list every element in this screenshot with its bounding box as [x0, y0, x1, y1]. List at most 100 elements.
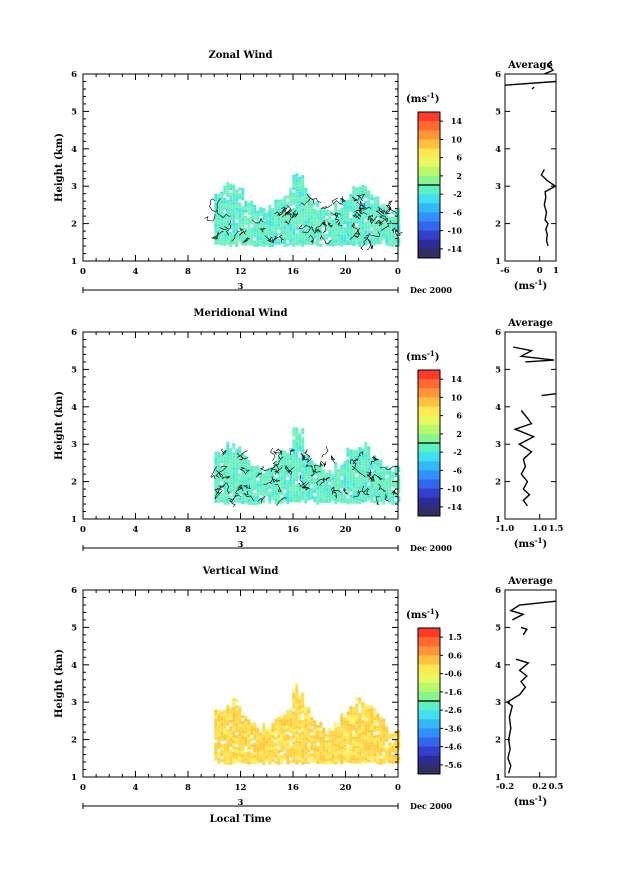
- heatmap-cell: [250, 206, 254, 210]
- heatmap-cell: [280, 455, 284, 459]
- heatmap-cell: [214, 751, 218, 755]
- heatmap-cell: [367, 467, 371, 471]
- contour-line: [320, 204, 332, 210]
- heatmap-cell: [253, 761, 257, 764]
- heatmap-cell: [373, 482, 377, 486]
- heatmap-cell: [388, 476, 392, 480]
- heatmap-cell: [391, 760, 395, 764]
- heatmap-cell: [295, 439, 299, 443]
- heatmap-cell: [307, 728, 311, 732]
- heatmap-cell: [307, 226, 311, 230]
- colorbar-label: 6: [456, 153, 462, 163]
- contour-line: [310, 470, 321, 477]
- heatmap-cell: [373, 200, 377, 204]
- heatmap-cell: [295, 463, 299, 467]
- contour-line: [243, 484, 251, 490]
- heatmap-cell: [226, 211, 230, 215]
- heatmap-cell: [274, 498, 278, 502]
- heatmap-cell: [349, 482, 353, 486]
- colorbar-swatch: [418, 479, 440, 490]
- heatmap-cell: [235, 192, 239, 196]
- heatmap-cell: [229, 725, 233, 729]
- heatmap-cell: [283, 456, 287, 460]
- heatmap-cell: [220, 723, 224, 727]
- heatmap-cell: [286, 453, 290, 456]
- heatmap-cell: [295, 427, 299, 431]
- heatmap-cell: [361, 708, 365, 712]
- heatmap-cell: [370, 759, 374, 763]
- heatmap-cell: [397, 736, 401, 740]
- heatmap-cell: [397, 499, 401, 503]
- heatmap-cell: [370, 747, 374, 751]
- heatmap-cell: [379, 495, 383, 499]
- heatmap-cell: [298, 442, 302, 446]
- heatmap-cell: [271, 750, 275, 754]
- heatmap-cell: [238, 497, 242, 501]
- heatmap-cell: [337, 735, 341, 739]
- heatmap-cell: [301, 752, 305, 756]
- heatmap-cell: [385, 496, 389, 499]
- heatmap-cell: [274, 223, 278, 227]
- heatmap-cell: [286, 725, 290, 729]
- heatmap-cell: [235, 189, 239, 193]
- heatmap-cell: [349, 488, 353, 492]
- heatmap-cell: [286, 228, 290, 232]
- heatmap-cell: [391, 471, 395, 475]
- heatmap-cell: [373, 717, 377, 721]
- heatmap-cell: [379, 758, 383, 762]
- heatmap-cell: [238, 727, 242, 731]
- heatmap-cell: [373, 230, 377, 234]
- heatmap-cell: [223, 459, 227, 463]
- heatmap-cell: [304, 745, 308, 749]
- contour-line: [322, 476, 330, 481]
- heatmap-cell: [352, 449, 356, 453]
- heatmap-cell: [259, 231, 263, 235]
- heatmap-cell: [328, 727, 332, 731]
- heatmap-cell: [307, 716, 311, 720]
- contour-line: [357, 487, 370, 494]
- heatmap-cell: [223, 495, 227, 499]
- heatmap-cell: [244, 233, 248, 237]
- heatmap-cell: [292, 177, 296, 181]
- heatmap-cell: [220, 239, 224, 243]
- heatmap-cell: [367, 214, 371, 218]
- heatmap-cell: [232, 184, 236, 188]
- heatmap-cell: [349, 718, 353, 722]
- heatmap-cell: [277, 719, 281, 723]
- heatmap-cell: [367, 494, 371, 498]
- contour-line: [215, 465, 228, 478]
- heatmap-cell: [358, 237, 362, 241]
- heatmap-cell: [322, 757, 326, 761]
- heatmap-cell: [235, 484, 239, 488]
- heatmap-cell: [220, 221, 224, 225]
- heatmap-cell: [334, 465, 338, 469]
- heatmap-cell: [370, 203, 374, 207]
- heatmap-cell: [397, 243, 401, 247]
- heatmap-cell: [355, 715, 359, 719]
- heatmap-cell: [349, 199, 353, 203]
- heatmap-cell: [298, 484, 302, 488]
- contour-line: [308, 234, 314, 244]
- heatmap-cell: [361, 232, 365, 236]
- heatmap-cell: [292, 448, 296, 452]
- heatmap-cell: [373, 753, 377, 757]
- heatmap-cell: [301, 211, 305, 215]
- heatmap-cell: [226, 465, 230, 469]
- heatmap-cell: [241, 461, 245, 465]
- heatmap-cell: [304, 211, 308, 215]
- heatmap-cell: [265, 493, 269, 497]
- heatmap-cell: [250, 498, 254, 502]
- heatmap-cell: [340, 722, 344, 726]
- heatmap-cell: [352, 709, 356, 713]
- heatmap-cell: [391, 489, 395, 493]
- heatmap-cell: [346, 489, 350, 493]
- contour-line: [220, 448, 227, 456]
- heatmap-cell: [346, 723, 350, 727]
- heatmap-cell: [313, 241, 317, 245]
- heatmap-cell: [292, 454, 296, 458]
- heatmap-cell: [364, 221, 368, 225]
- heatmap-cell: [376, 202, 380, 206]
- profile-x-label: 0.5: [549, 782, 564, 792]
- heatmap-cell: [313, 208, 317, 212]
